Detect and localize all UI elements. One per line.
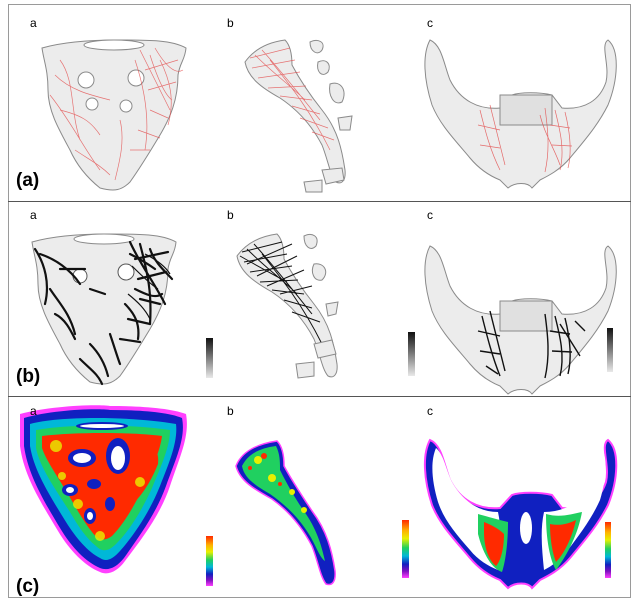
subfigure-b-label: b: [227, 208, 234, 222]
panel-label-c: (c): [16, 576, 40, 597]
subfigure-a-label: a: [30, 404, 37, 418]
subfigure-c-label: c: [427, 404, 433, 418]
panel-b-artwork: [31, 233, 617, 395]
subfigure-a-label: a: [30, 208, 37, 222]
subfigure-c-label: c: [427, 16, 433, 30]
subfigure-a-label: a: [30, 16, 37, 30]
subfigure-c-label: c: [427, 208, 433, 222]
subfigure-b-label: b: [227, 16, 234, 30]
panel-divider-1: [8, 201, 631, 202]
panel-c-artwork: [20, 405, 618, 590]
panel-label-a: (a): [16, 170, 40, 191]
panel-a-artwork: [41, 39, 617, 193]
subfigure-b-label: b: [227, 404, 234, 418]
panel-divider-2: [8, 396, 631, 397]
panel-label-b: (b): [16, 366, 41, 387]
